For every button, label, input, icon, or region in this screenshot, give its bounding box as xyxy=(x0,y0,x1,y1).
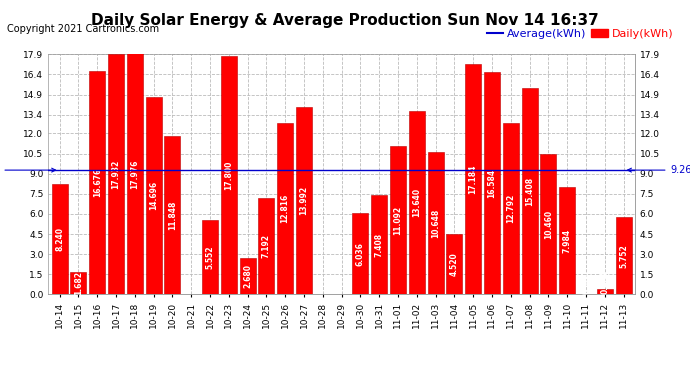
Text: 5.552: 5.552 xyxy=(206,245,215,269)
Text: 11.848: 11.848 xyxy=(168,200,177,230)
Text: 6.036: 6.036 xyxy=(356,242,365,266)
Bar xyxy=(89,71,105,294)
Text: 14.696: 14.696 xyxy=(149,181,158,210)
Text: 17.184: 17.184 xyxy=(469,165,477,194)
Bar xyxy=(146,98,161,294)
Text: 0.404: 0.404 xyxy=(600,270,609,294)
Bar xyxy=(522,88,538,294)
Text: 12.792: 12.792 xyxy=(506,194,515,223)
Bar xyxy=(428,152,444,294)
Bar xyxy=(503,123,519,294)
Bar xyxy=(127,53,143,294)
Bar xyxy=(597,289,613,294)
Bar xyxy=(484,72,500,294)
Text: 4.520: 4.520 xyxy=(450,252,459,276)
Bar xyxy=(164,135,180,294)
Text: Daily Solar Energy & Average Production Sun Nov 14 16:37: Daily Solar Energy & Average Production … xyxy=(91,13,599,28)
Text: 7.192: 7.192 xyxy=(262,234,271,258)
Text: 10.648: 10.648 xyxy=(431,209,440,238)
Bar xyxy=(239,258,255,294)
Text: 13.640: 13.640 xyxy=(412,188,421,218)
Bar xyxy=(615,217,631,294)
Bar xyxy=(108,54,124,294)
Bar xyxy=(202,220,218,294)
Text: 11.092: 11.092 xyxy=(393,206,402,235)
Bar xyxy=(465,64,481,294)
Bar xyxy=(390,146,406,294)
Bar xyxy=(540,154,556,294)
Text: 15.408: 15.408 xyxy=(525,177,534,206)
Bar xyxy=(70,272,86,294)
Bar xyxy=(296,107,312,294)
Text: 12.816: 12.816 xyxy=(281,194,290,223)
Text: 9.268: 9.268 xyxy=(627,165,690,175)
Bar xyxy=(408,111,425,294)
Text: 13.992: 13.992 xyxy=(299,186,308,215)
Text: 8.240: 8.240 xyxy=(55,227,64,251)
Text: 17.932: 17.932 xyxy=(112,159,121,189)
Bar xyxy=(277,123,293,294)
Text: Copyright 2021 Cartronics.com: Copyright 2021 Cartronics.com xyxy=(7,24,159,34)
Text: 10.460: 10.460 xyxy=(544,210,553,239)
Text: 17.976: 17.976 xyxy=(130,159,139,189)
Text: 9.268: 9.268 xyxy=(0,165,56,175)
Text: 16.584: 16.584 xyxy=(487,169,496,198)
Text: 17.800: 17.800 xyxy=(224,160,233,190)
Text: 7.408: 7.408 xyxy=(375,232,384,257)
Bar xyxy=(446,234,462,294)
Bar xyxy=(52,184,68,294)
Bar xyxy=(221,56,237,294)
Bar xyxy=(258,198,275,294)
Bar xyxy=(559,188,575,294)
Text: 2.680: 2.680 xyxy=(243,264,252,288)
Bar xyxy=(371,195,387,294)
Bar xyxy=(353,213,368,294)
Text: 16.676: 16.676 xyxy=(92,168,101,197)
Text: 1.682: 1.682 xyxy=(74,271,83,295)
Legend: Average(kWh), Daily(kWh): Average(kWh), Daily(kWh) xyxy=(482,24,678,43)
Text: 5.752: 5.752 xyxy=(619,244,628,268)
Text: 0.060: 0.060 xyxy=(582,270,591,294)
Text: 7.984: 7.984 xyxy=(562,229,571,253)
